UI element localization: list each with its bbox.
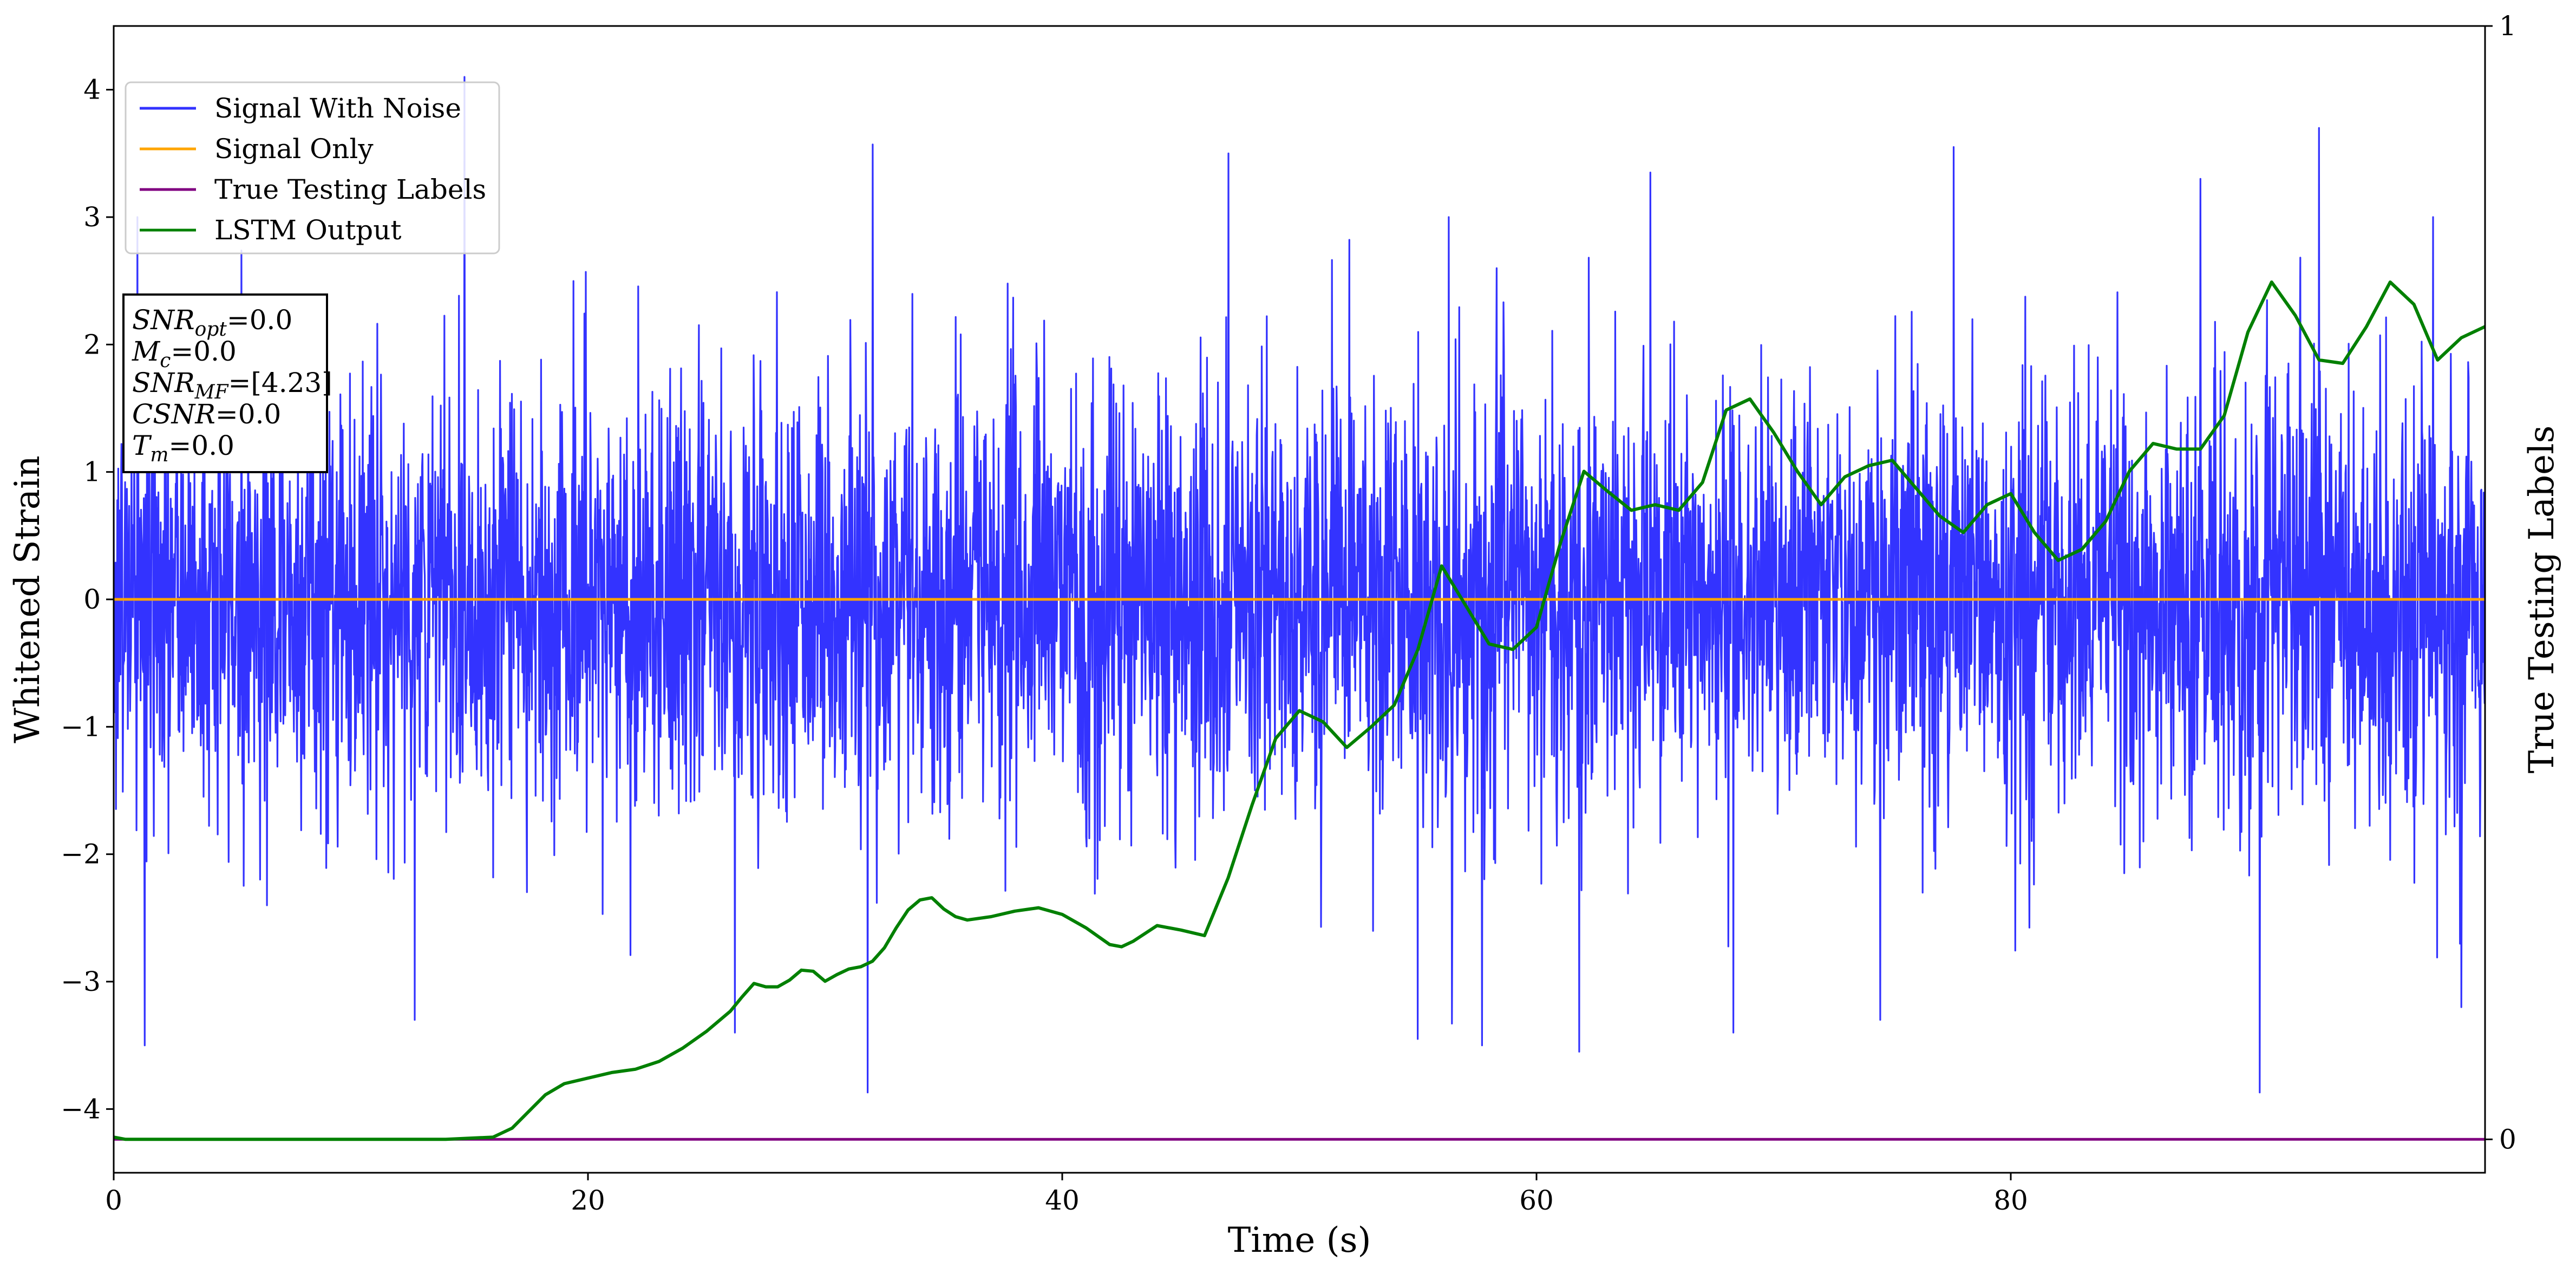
- y-tick-label: −1: [61, 711, 101, 742]
- annotation-line: SNRopt=0.0: [132, 304, 292, 341]
- y-tick-label: 1: [83, 456, 101, 488]
- y-axis-left: 4 3 2 1 0 −1 −2 −3 −4: [61, 74, 114, 1125]
- line-series-layer: [114, 280, 2485, 1141]
- annotation-box: SNRopt=0.0Mc=0.0SNRMF=[4.23]CSNR=0.0Tm=0…: [122, 293, 332, 473]
- legend-label: Signal With Noise: [214, 93, 461, 124]
- annotation-line: Tm=0.0: [132, 430, 234, 466]
- y-tick-label: −2: [61, 839, 101, 870]
- y-tick-label: −3: [61, 966, 101, 997]
- y-tick-label: 4: [83, 74, 101, 106]
- x-tick-label: 0: [105, 1185, 122, 1216]
- y2-tick-label: 0: [2499, 1123, 2516, 1155]
- series-line-lstm-output: [114, 280, 2485, 1141]
- y-axis-label: Whitened Strain: [8, 455, 48, 743]
- legend: Signal With Noise Signal Only True Testing…: [125, 81, 500, 254]
- legend-label: True Testing Labels: [214, 174, 486, 205]
- noise-series-layer: [114, 76, 2485, 1094]
- series-line-signal-with-noise: [114, 76, 2485, 1094]
- annotation-line: CSNR=0.0: [132, 398, 281, 430]
- y-tick-label: 3: [83, 201, 101, 233]
- x-tick-label: 40: [1045, 1185, 1080, 1216]
- y-tick-label: −4: [61, 1093, 101, 1125]
- y-tick-label: 0: [83, 584, 101, 615]
- y-tick-label: 2: [83, 329, 101, 360]
- x-tick-label: 60: [1519, 1185, 1554, 1216]
- x-axis-label: Time (s): [1228, 1220, 1371, 1260]
- annotation-line: Mc=0.0: [132, 336, 237, 372]
- x-tick-label: 80: [1993, 1185, 2028, 1216]
- y-axis-right: 10: [2485, 10, 2516, 1155]
- legend-label: LSTM Output: [214, 214, 401, 246]
- x-axis: 0 20 40 60 80: [105, 1173, 2028, 1216]
- y2-tick-label: 1: [2499, 10, 2516, 42]
- y2-axis-label: True Testing Labels: [2522, 426, 2562, 774]
- legend-label: Signal Only: [214, 133, 374, 165]
- annotation-line: SNRMF=[4.23]: [132, 367, 332, 403]
- x-tick-label: 20: [571, 1185, 605, 1216]
- annotation-frame: [122, 293, 328, 473]
- legend-frame: [125, 81, 500, 254]
